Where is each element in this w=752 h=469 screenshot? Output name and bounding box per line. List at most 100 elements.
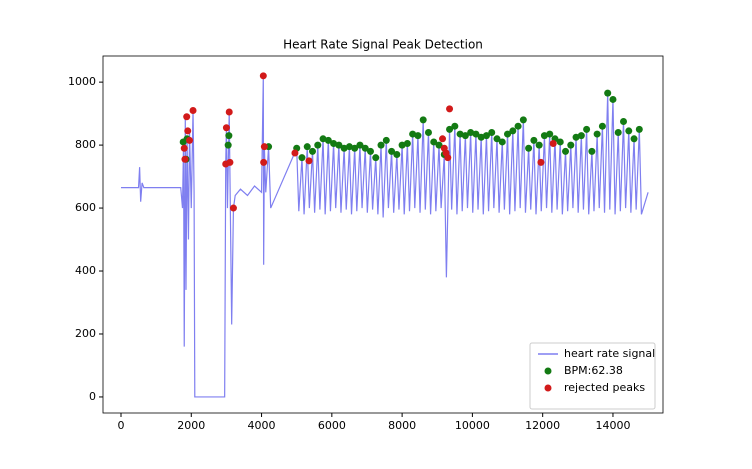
peak-point <box>361 144 369 152</box>
axes-frame <box>102 55 664 414</box>
peak-point <box>604 89 612 97</box>
plot-area <box>120 72 649 398</box>
peak-point <box>493 135 501 143</box>
peak-point <box>259 72 267 80</box>
peak-point <box>635 125 643 133</box>
x-tick-label: 6000 <box>318 419 346 432</box>
y-tick-label: 800 <box>75 138 96 151</box>
peak-point <box>345 143 353 151</box>
peak-point <box>630 135 638 143</box>
peak-point <box>222 124 230 132</box>
peak-point <box>303 143 311 151</box>
peak-point <box>424 129 432 136</box>
peak-point <box>419 116 427 124</box>
peak-point <box>572 133 580 141</box>
peak-point <box>388 147 396 155</box>
peak-point <box>225 132 233 140</box>
peak-point <box>398 141 406 149</box>
x-tick-label: 4000 <box>248 419 276 432</box>
peak-point <box>583 125 591 133</box>
peak-point <box>351 144 359 152</box>
legend-label: heart rate signal <box>564 347 655 360</box>
peak-point <box>356 141 364 149</box>
y-tick-label: 200 <box>75 327 96 340</box>
y-tick-label: 600 <box>75 201 96 214</box>
peak-point <box>498 138 506 146</box>
peak-point <box>430 138 438 146</box>
peak-point <box>377 141 385 149</box>
peak-point <box>393 151 401 159</box>
peak-point <box>184 127 192 135</box>
peak-point <box>546 130 554 138</box>
peak-point <box>451 122 459 130</box>
peak-point <box>260 158 268 166</box>
y-tick-label: 400 <box>75 264 96 277</box>
x-tick-label: 10000 <box>455 419 490 432</box>
peak-point <box>439 135 447 143</box>
peak-point <box>226 158 234 166</box>
x-tick-label: 0 <box>117 419 124 432</box>
peak-point <box>562 147 570 155</box>
peak-point <box>260 143 268 151</box>
legend-label: rejected peaks <box>564 381 645 394</box>
x-tick-label: 2000 <box>177 419 205 432</box>
peak-point <box>456 130 464 138</box>
legend-swatch <box>544 384 552 392</box>
x-tick-label: 12000 <box>525 419 560 432</box>
peak-point <box>335 141 343 149</box>
peak-point <box>535 141 543 149</box>
x-tick-label: 8000 <box>388 419 416 432</box>
peak-point <box>446 125 454 133</box>
peak-point <box>309 147 317 155</box>
peak-point <box>620 117 628 125</box>
peak-point <box>435 141 443 149</box>
peak-point <box>180 144 188 152</box>
peak-point <box>340 144 348 152</box>
signal-line <box>120 75 649 398</box>
peak-point <box>588 147 596 155</box>
peak-point <box>530 136 538 144</box>
peak-point <box>614 129 622 136</box>
peak-point <box>461 132 469 140</box>
peak-point <box>291 149 299 157</box>
peak-point <box>593 130 601 138</box>
peak-point <box>183 113 191 121</box>
peak-point <box>525 144 533 152</box>
peak-point <box>577 132 585 140</box>
peak-point <box>609 95 617 103</box>
peak-point <box>519 116 527 124</box>
peak-point <box>181 155 189 163</box>
peak-point <box>189 106 197 114</box>
legend-swatch <box>544 367 552 375</box>
peak-point <box>414 132 422 140</box>
peak-point <box>537 158 545 166</box>
peak-point <box>482 132 490 140</box>
peak-point <box>224 141 232 149</box>
peak-point <box>305 157 313 165</box>
peak-point <box>319 135 327 143</box>
peak-point <box>298 154 306 162</box>
legend-label: BPM:62.38 <box>564 364 623 377</box>
peak-point <box>229 204 237 212</box>
peak-point <box>598 122 606 130</box>
peak-point <box>514 122 522 130</box>
legend-box <box>529 342 656 410</box>
peak-point <box>403 140 411 148</box>
peak-point <box>314 141 322 149</box>
peak-point <box>472 130 480 138</box>
peak-point <box>625 127 633 135</box>
peak-point <box>509 127 517 135</box>
peak-point <box>324 136 332 144</box>
peak-point <box>488 129 496 136</box>
peak-point <box>467 129 475 136</box>
peak-point <box>186 136 194 144</box>
peak-point <box>556 138 564 146</box>
peak-point <box>446 105 454 113</box>
peak-point <box>477 133 485 141</box>
y-tick-label: 1000 <box>68 75 96 88</box>
peak-point <box>225 108 233 116</box>
peak-point <box>540 132 548 140</box>
peak-point <box>444 154 452 162</box>
